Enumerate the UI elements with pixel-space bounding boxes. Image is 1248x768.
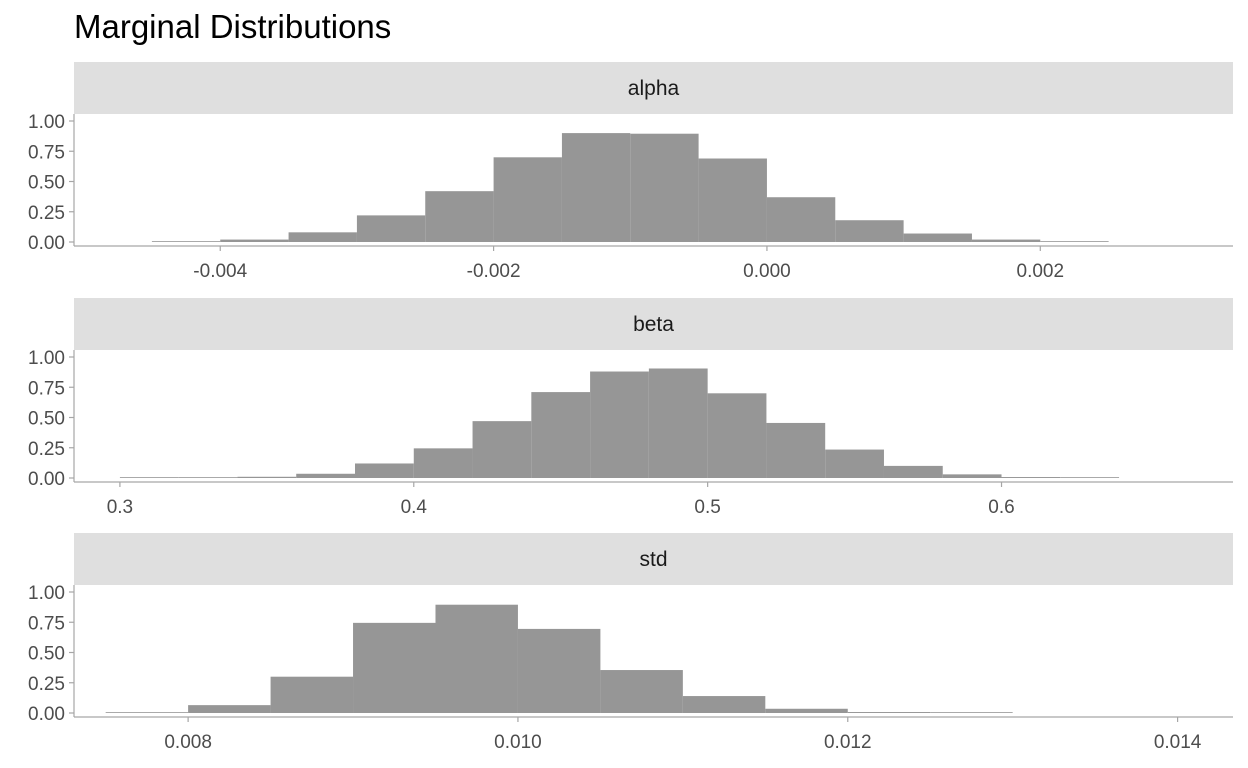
histogram-bar bbox=[531, 392, 591, 478]
y-tick-label: 1.00 bbox=[28, 348, 65, 369]
histogram-bar bbox=[825, 449, 884, 478]
x-tick-label: -0.004 bbox=[193, 261, 247, 282]
histogram-bar bbox=[707, 393, 767, 478]
y-tick-label: 0.00 bbox=[28, 469, 65, 490]
x-tick-label: 0.014 bbox=[1154, 732, 1202, 753]
histogram-bar bbox=[188, 705, 271, 713]
histogram-bar bbox=[220, 239, 289, 242]
x-tick-label: 0.6 bbox=[988, 497, 1014, 518]
histogram-bar bbox=[903, 233, 972, 242]
histogram-bar bbox=[119, 477, 179, 478]
facet-strip-label-std: std bbox=[639, 548, 667, 571]
y-tick-label: 0.25 bbox=[28, 439, 65, 460]
histogram-bar bbox=[356, 215, 426, 242]
histogram-bar bbox=[698, 158, 767, 242]
x-tick-label: 0.002 bbox=[1017, 261, 1065, 282]
y-tick-label: 0.00 bbox=[28, 233, 65, 254]
y-tick-label: 0.50 bbox=[28, 644, 65, 665]
y-tick-label: 0.50 bbox=[28, 173, 65, 194]
histogram-bar bbox=[942, 474, 1002, 478]
histogram-bar bbox=[765, 708, 848, 713]
histogram-bar bbox=[561, 133, 631, 242]
histogram-bar bbox=[296, 473, 355, 478]
histogram-bar bbox=[425, 191, 494, 242]
histogram-bar bbox=[682, 696, 766, 713]
histogram-bar bbox=[847, 712, 931, 713]
histogram-bar bbox=[648, 368, 708, 478]
histogram-bar bbox=[435, 604, 518, 713]
histogram-bar bbox=[1001, 477, 1061, 478]
histogram-bar bbox=[270, 676, 354, 713]
x-tick-label: 0.000 bbox=[743, 261, 791, 282]
histogram-bar bbox=[353, 622, 436, 713]
x-tick-label: 0.010 bbox=[494, 732, 542, 753]
histogram-bar bbox=[178, 477, 238, 478]
x-tick-label: 0.4 bbox=[401, 497, 428, 518]
y-tick-label: 0.75 bbox=[28, 378, 65, 399]
facet-strip-std bbox=[74, 533, 1233, 585]
y-tick-label: 0.00 bbox=[28, 704, 65, 725]
histogram-bar bbox=[883, 465, 943, 478]
histogram-bar bbox=[1060, 477, 1120, 478]
histogram-bar bbox=[288, 232, 357, 242]
histogram-bar bbox=[600, 670, 683, 713]
histogram-bar bbox=[766, 422, 826, 478]
histogram-bar bbox=[413, 448, 473, 478]
histogram-bar bbox=[237, 476, 297, 478]
histogram-bar bbox=[766, 197, 836, 242]
histogram-bar bbox=[835, 220, 904, 242]
y-tick-label: 1.00 bbox=[28, 583, 65, 604]
y-tick-label: 0.25 bbox=[28, 203, 65, 224]
y-tick-label: 0.75 bbox=[28, 142, 65, 163]
histogram-bar bbox=[517, 628, 601, 713]
histogram-bar bbox=[1040, 241, 1109, 242]
x-tick-label: 0.5 bbox=[694, 497, 720, 518]
y-tick-label: 0.75 bbox=[28, 613, 65, 634]
histogram-bar bbox=[354, 463, 414, 478]
chart-title: Marginal Distributions bbox=[74, 8, 392, 45]
facet-strip-beta bbox=[74, 298, 1233, 350]
histogram-bar bbox=[590, 371, 649, 478]
facet-strip-label-beta: beta bbox=[633, 313, 674, 336]
histogram-bar bbox=[630, 133, 699, 242]
y-tick-label: 1.00 bbox=[28, 112, 65, 133]
y-tick-label: 0.25 bbox=[28, 674, 65, 695]
facet-strip-alpha bbox=[74, 62, 1233, 114]
x-tick-label: 0.012 bbox=[824, 732, 872, 753]
histogram-bar bbox=[493, 157, 562, 242]
histogram-bar bbox=[930, 712, 1013, 713]
histogram-bar bbox=[151, 241, 221, 242]
y-tick-label: 0.50 bbox=[28, 409, 65, 430]
histogram-bar bbox=[971, 239, 1041, 242]
histogram-bar bbox=[105, 712, 189, 713]
histogram-bar bbox=[472, 421, 532, 478]
x-tick-label: -0.002 bbox=[467, 261, 521, 282]
facet-strip-label-alpha: alpha bbox=[628, 77, 680, 100]
x-tick-label: 0.3 bbox=[107, 497, 133, 518]
x-tick-label: 0.008 bbox=[164, 732, 212, 753]
